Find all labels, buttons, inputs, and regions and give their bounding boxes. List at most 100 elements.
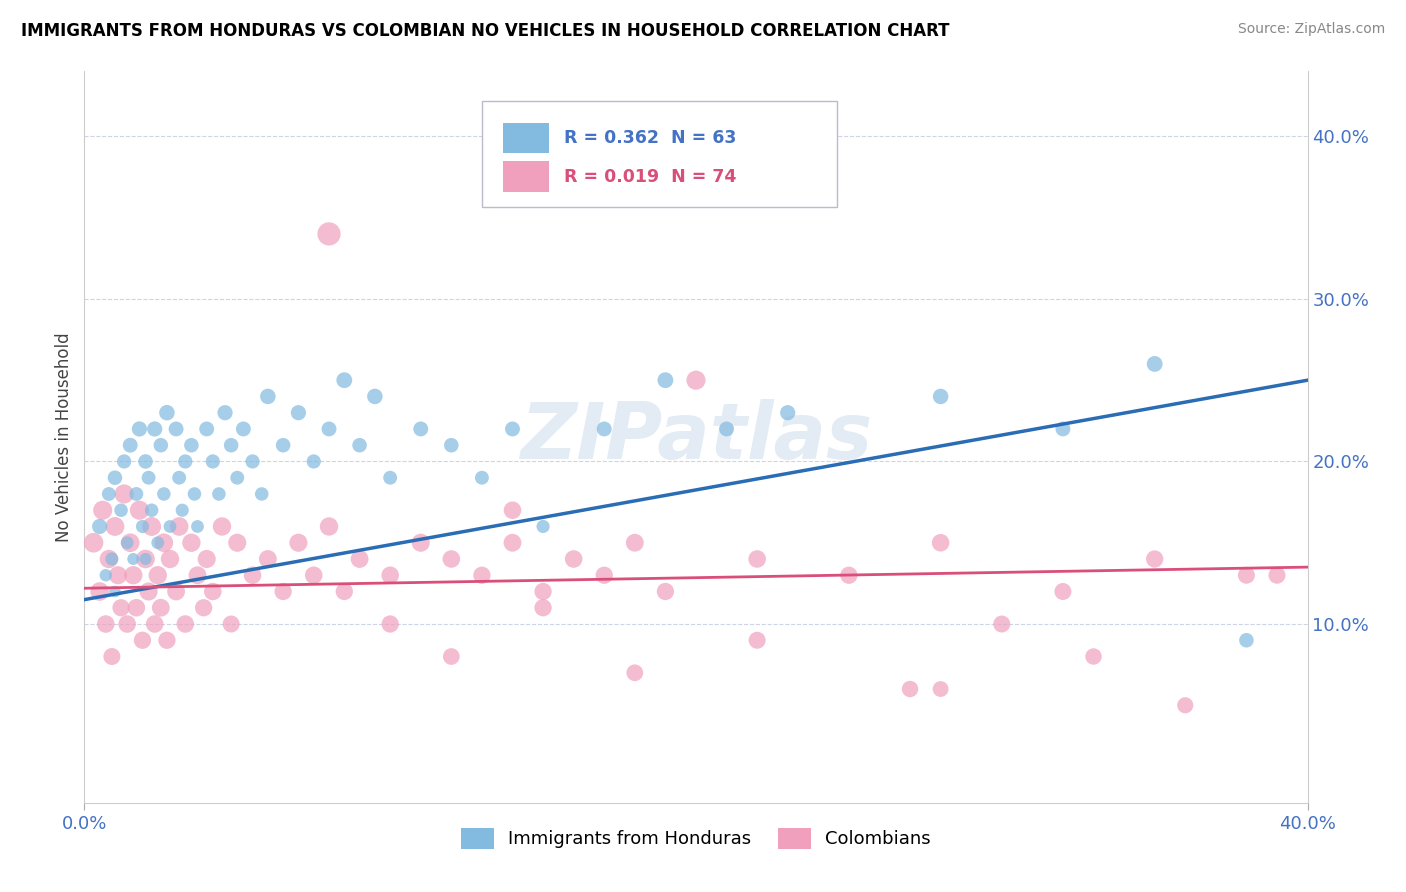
Point bbox=[97, 487, 120, 501]
FancyBboxPatch shape bbox=[482, 101, 837, 207]
Point bbox=[195, 422, 218, 436]
Point bbox=[838, 568, 860, 582]
Point bbox=[776, 406, 799, 420]
Legend: Immigrants from Honduras, Colombians: Immigrants from Honduras, Colombians bbox=[454, 821, 938, 856]
Point bbox=[1265, 568, 1288, 582]
Point bbox=[318, 227, 340, 241]
Point bbox=[89, 584, 111, 599]
Point bbox=[898, 681, 921, 696]
Point bbox=[193, 600, 215, 615]
Point bbox=[110, 600, 132, 615]
Text: ZIPatlas: ZIPatlas bbox=[520, 399, 872, 475]
Point bbox=[180, 438, 202, 452]
Point bbox=[593, 161, 616, 176]
Point bbox=[232, 422, 254, 436]
Point bbox=[125, 487, 148, 501]
Point bbox=[1236, 568, 1258, 582]
Point bbox=[409, 535, 432, 549]
Point bbox=[120, 438, 142, 452]
Point bbox=[716, 422, 738, 436]
Point bbox=[440, 438, 463, 452]
Point bbox=[1052, 422, 1074, 436]
FancyBboxPatch shape bbox=[503, 161, 550, 192]
Point bbox=[167, 471, 190, 485]
Point bbox=[201, 454, 224, 468]
Point bbox=[1143, 357, 1166, 371]
Point bbox=[138, 471, 160, 485]
Point bbox=[287, 535, 309, 549]
Point bbox=[149, 438, 172, 452]
Point bbox=[174, 454, 197, 468]
Point bbox=[219, 617, 242, 632]
Point bbox=[104, 584, 127, 599]
Point bbox=[747, 633, 769, 648]
Point bbox=[531, 600, 554, 615]
Point bbox=[159, 552, 181, 566]
Point bbox=[380, 471, 402, 485]
Point bbox=[156, 406, 179, 420]
Point bbox=[593, 568, 616, 582]
Point bbox=[180, 535, 202, 549]
Point bbox=[287, 406, 309, 420]
Point bbox=[138, 584, 160, 599]
Point bbox=[242, 568, 264, 582]
Point bbox=[131, 519, 153, 533]
Point bbox=[219, 438, 242, 452]
Point bbox=[593, 422, 616, 436]
Point bbox=[991, 617, 1014, 632]
Point bbox=[257, 389, 280, 403]
Point bbox=[349, 552, 371, 566]
Point bbox=[226, 535, 249, 549]
Point bbox=[929, 535, 952, 549]
Point bbox=[440, 649, 463, 664]
Text: R = 0.362  N = 63: R = 0.362 N = 63 bbox=[564, 129, 737, 147]
Point bbox=[250, 487, 273, 501]
Point bbox=[183, 487, 205, 501]
Point bbox=[1052, 584, 1074, 599]
Point bbox=[1143, 552, 1166, 566]
Point bbox=[471, 568, 494, 582]
Point bbox=[364, 389, 387, 403]
Point bbox=[226, 471, 249, 485]
Point bbox=[97, 552, 120, 566]
Point bbox=[201, 584, 224, 599]
Point bbox=[141, 503, 163, 517]
Point bbox=[122, 552, 145, 566]
Point bbox=[502, 535, 524, 549]
Text: IMMIGRANTS FROM HONDURAS VS COLOMBIAN NO VEHICLES IN HOUSEHOLD CORRELATION CHART: IMMIGRANTS FROM HONDURAS VS COLOMBIAN NO… bbox=[21, 22, 949, 40]
Point bbox=[153, 487, 176, 501]
Point bbox=[747, 552, 769, 566]
Text: Source: ZipAtlas.com: Source: ZipAtlas.com bbox=[1237, 22, 1385, 37]
Point bbox=[141, 519, 163, 533]
Point bbox=[502, 503, 524, 517]
Y-axis label: No Vehicles in Household: No Vehicles in Household bbox=[55, 332, 73, 542]
FancyBboxPatch shape bbox=[503, 122, 550, 153]
Point bbox=[1083, 649, 1105, 664]
Point bbox=[135, 454, 157, 468]
Point bbox=[624, 665, 647, 680]
Point bbox=[214, 406, 236, 420]
Point bbox=[83, 535, 105, 549]
Point bbox=[128, 422, 150, 436]
Point bbox=[685, 373, 707, 387]
Point bbox=[624, 535, 647, 549]
Point bbox=[531, 519, 554, 533]
Point bbox=[120, 535, 142, 549]
Point bbox=[125, 600, 148, 615]
Point bbox=[242, 454, 264, 468]
Point bbox=[211, 519, 233, 533]
Point bbox=[115, 617, 138, 632]
Point bbox=[104, 471, 127, 485]
Text: R = 0.019  N = 74: R = 0.019 N = 74 bbox=[564, 168, 737, 186]
Point bbox=[562, 552, 585, 566]
Point bbox=[208, 487, 231, 501]
Point bbox=[333, 584, 356, 599]
Point bbox=[101, 649, 124, 664]
Point bbox=[149, 600, 172, 615]
Point bbox=[156, 633, 179, 648]
Point bbox=[929, 389, 952, 403]
Point bbox=[318, 519, 340, 533]
Point bbox=[271, 438, 294, 452]
Point bbox=[333, 373, 356, 387]
Point bbox=[929, 681, 952, 696]
